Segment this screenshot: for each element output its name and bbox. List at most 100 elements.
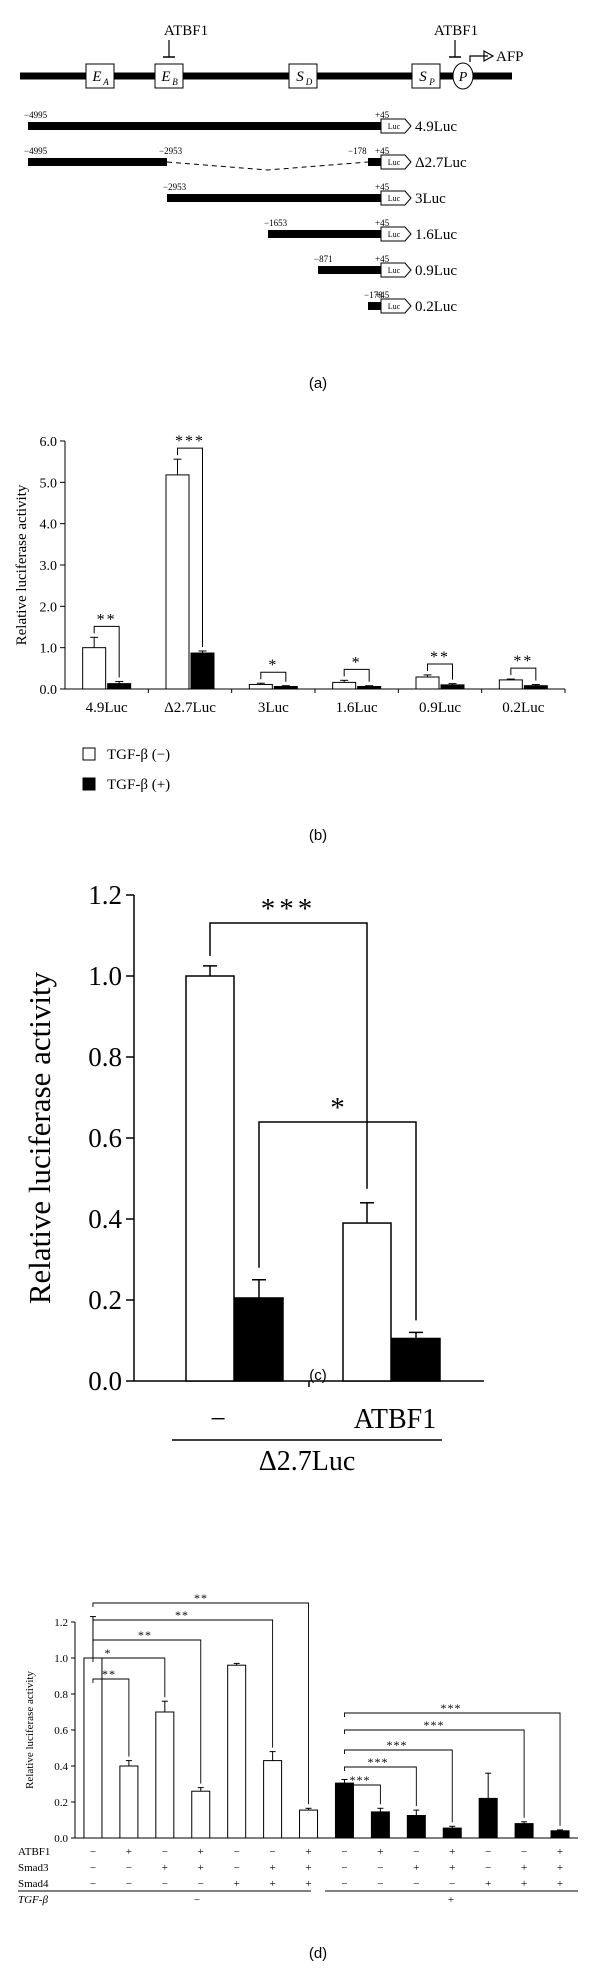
condition-mark: + [198, 1846, 204, 1858]
promoter-ellipse [452, 62, 474, 90]
element-box-ea [85, 63, 115, 89]
bar [191, 1790, 211, 1839]
bar [119, 1765, 139, 1839]
significance-bracket [344, 1729, 525, 1818]
condition-mark: − [341, 1862, 347, 1874]
condition-row-label: Smad4 [18, 1878, 49, 1890]
condition-mark: + [305, 1862, 311, 1874]
condition-mark: − [413, 1878, 419, 1890]
condition-mark: + [557, 1862, 563, 1874]
condition-mark: + [449, 1846, 455, 1858]
construct-deletion-start-label: −2953 [159, 146, 183, 156]
bar [227, 1664, 247, 1839]
y-tick-label: 4.0 [40, 518, 58, 533]
element-box-sd [288, 63, 318, 89]
significance-label: *** [175, 433, 205, 450]
construct-name: 0.9Luc [415, 263, 457, 279]
condition-mark: − [162, 1846, 168, 1858]
condition-mark: + [485, 1878, 491, 1890]
y-tick-label: 5.0 [40, 476, 58, 491]
bar [107, 683, 132, 690]
legend-swatch-neg [82, 747, 96, 761]
condition-mark: − [449, 1878, 455, 1890]
bar [415, 676, 440, 690]
deletion-dashed-line [166, 161, 369, 171]
tgf-row-label: TGF-β [18, 1894, 48, 1906]
y-tick-label: 1.0 [40, 642, 58, 657]
construct-end-label: +45 [375, 110, 390, 120]
x-tick-label: 1.6Luc [336, 700, 378, 716]
significance-bracket [92, 1619, 274, 1748]
construct-bar [167, 194, 381, 202]
construct-segment [28, 158, 167, 166]
luciferase-box [380, 154, 412, 170]
element-box-sp [411, 63, 441, 89]
atbf1-label-right: ATBF1 [434, 23, 478, 39]
significance-bracket [92, 1678, 130, 1757]
condition-mark: − [90, 1846, 96, 1858]
condition-mark: − [90, 1862, 96, 1874]
construct-start-label: −1653 [264, 218, 288, 228]
construct-name: 1.6Luc [415, 227, 457, 243]
y-tick-label: 1.0 [88, 961, 122, 991]
element-sub-ea: A [102, 77, 109, 87]
condition-mark: + [269, 1878, 275, 1890]
construct-start-label: −2953 [163, 182, 187, 192]
luciferase-box [380, 226, 412, 242]
construct-deletion-end-label: −178 [348, 146, 367, 156]
significance-bracket [510, 667, 537, 681]
luciferase-box [380, 298, 412, 314]
y-tick-label: 3.0 [40, 559, 58, 574]
y-tick-label: 0.0 [54, 1833, 68, 1845]
panel-b-legend: TGF-β (−) TGF-β (+) [82, 747, 170, 793]
y-tick-label: 0.4 [88, 1204, 122, 1234]
condition-mark: + [162, 1862, 168, 1874]
bar [498, 679, 523, 690]
element-sub-eb: B [172, 77, 178, 87]
significance-bracket [92, 1639, 202, 1784]
condition-mark: + [198, 1862, 204, 1874]
y-tick-label: 1.0 [54, 1653, 68, 1665]
bar [440, 684, 465, 690]
luciferase-box-label: Luc [388, 230, 401, 239]
significance-label: ** [513, 653, 533, 670]
condition-mark: + [305, 1846, 311, 1858]
group-label: ATBF1 [354, 1404, 436, 1435]
y-tick-label: 0.6 [88, 1123, 122, 1153]
significance-bracket [260, 671, 287, 682]
bar [514, 1823, 534, 1839]
significance-label: *** [261, 893, 317, 925]
condition-mark: + [377, 1846, 383, 1858]
element-label-ea: E [91, 69, 101, 85]
bar [370, 1811, 390, 1839]
bar [406, 1815, 426, 1839]
significance-label: *** [441, 1701, 462, 1715]
condition-mark: − [341, 1846, 347, 1858]
transcription-arrow [469, 55, 488, 62]
significance-bracket [92, 1657, 166, 1698]
x-tick-label: 0.2Luc [502, 700, 544, 716]
luciferase-box [380, 118, 412, 134]
bar [263, 1760, 283, 1839]
legend-label-pos: TGF-β (+) [107, 777, 170, 793]
atbf1-label-left: ATBF1 [164, 23, 208, 39]
condition-mark: − [377, 1878, 383, 1890]
condition-mark: + [521, 1878, 527, 1890]
element-sub-sd: D [305, 77, 313, 87]
significance-label: ** [194, 1591, 208, 1605]
element-box-eb [154, 63, 184, 89]
y-axis-label: Relative luciferase activity [14, 484, 30, 645]
significance-bracket [92, 1602, 309, 1805]
condition-mark: − [198, 1878, 204, 1890]
construct-name: Δ2.7Luc [415, 155, 467, 171]
condition-mark: + [269, 1862, 275, 1874]
condition-mark: − [485, 1862, 491, 1874]
y-tick-label: 0.8 [54, 1689, 68, 1701]
condition-mark: − [269, 1846, 275, 1858]
significance-label: ** [97, 611, 117, 628]
significance-bracket [344, 1749, 453, 1823]
condition-mark: − [377, 1862, 383, 1874]
bar [155, 1711, 175, 1839]
significance-label: *** [350, 1773, 371, 1787]
construct-start-label: −871 [314, 254, 333, 264]
